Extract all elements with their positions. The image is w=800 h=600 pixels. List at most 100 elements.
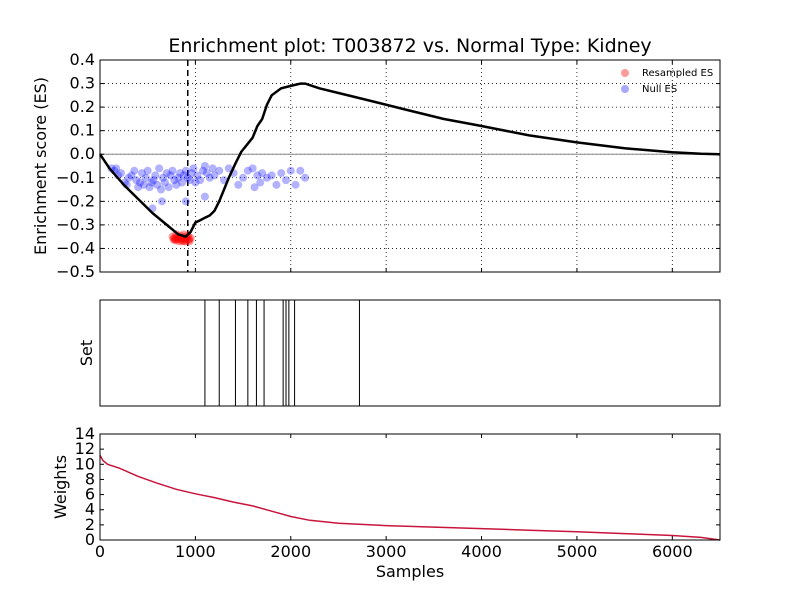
null-es-point [149,176,158,185]
es-y-tick-label: −0.2 [56,191,95,210]
null-es-point [210,171,219,180]
null-es-point [145,183,154,192]
null-es-point [168,166,177,175]
weights-y-tick-label: 8 [85,469,95,488]
null-es-point [174,173,183,182]
null-es-point [224,164,233,173]
null-es-point [157,185,166,194]
resampled-es-point [170,233,179,242]
null-es-point [267,171,276,180]
null-es-point [158,197,166,206]
null-es-point [112,164,121,173]
weights-x-tick-labels: 0 1000 2000 3000 4000 5000 6000 [95,542,693,561]
es-y-tick-label: 0.0 [70,144,95,163]
resampled-es-point [181,237,190,246]
null-es-point [262,173,271,182]
resampled-es-point [168,232,177,241]
legend-marker-null [621,85,629,93]
null-es-point [205,173,214,182]
weights-x-tick-label: 3000 [366,542,407,561]
null-es-point [202,169,211,178]
null-es-point [164,183,173,192]
weights-y-tick-label: 12 [75,439,95,458]
null-es-point [239,173,248,182]
resampled-es-point [184,236,193,245]
null-es-point [199,166,208,175]
null-es-point [181,197,190,206]
es-y-axis-label: Enrichment score (ES) [31,77,50,255]
es-ticks [99,59,720,273]
legend-label-null: Null ES [642,84,677,95]
es-axes-frame [99,59,721,273]
null-es-point [193,171,202,180]
weights-y-tick-label: 10 [75,454,95,473]
null-es-point [136,178,145,187]
es-y-tick-label: 0.4 [70,50,95,69]
resampled-es-point [178,237,187,246]
resampled-es-point [171,235,180,244]
null-es-point [141,173,150,182]
weights-y-tick-label: 4 [85,500,95,519]
null-es-point [301,173,310,182]
null-es-point [187,169,196,178]
resampled-es-point [174,235,183,244]
resampled-es-points [168,230,195,246]
legend-marker-resampled [621,69,629,77]
set-axes-frame [99,299,721,407]
null-es-point [234,180,243,189]
null-es-point [124,173,133,182]
es-y-tick-label: −0.4 [56,238,95,257]
null-es-point [243,166,252,175]
weights-axes-frame [99,433,721,541]
weights-x-tick-label: 1000 [175,542,216,561]
null-es-point [200,192,209,201]
null-es-point [191,178,200,187]
resampled-es-point [180,237,189,246]
weights-x-tick-label: 5000 [557,542,598,561]
null-es-point [166,171,175,180]
null-es-point [158,173,167,182]
null-es-point [286,166,295,175]
resampled-es-point [183,232,192,241]
null-es-point [181,166,190,175]
null-es-point [282,176,290,185]
null-es-point [215,166,224,175]
es-y-tick-label: 0.1 [70,121,95,140]
weights-y-tick-label: 14 [75,424,95,443]
null-es-point [116,169,125,178]
null-es-point [134,183,143,192]
resampled-es-point [178,236,187,245]
weights-y-tick-label: 0 [85,530,95,549]
null-es-point [277,169,286,178]
es-y-tick-label: −0.3 [56,215,95,234]
null-es-point [132,176,141,185]
null-es-point [153,180,162,189]
null-es-point [183,173,192,182]
null-es-point [130,166,139,175]
weights-x-tick-label: 0 [95,542,105,561]
null-es-point [250,183,259,192]
null-es-point [256,178,265,187]
set-y-axis-label: Set [77,340,96,366]
null-es-point [291,180,300,189]
null-es-point [185,176,194,185]
null-es-point [139,180,148,189]
es-y-tick-label: 0.2 [70,97,95,116]
null-es-point [248,164,257,173]
null-es-point [296,166,305,175]
null-es-point [272,180,281,189]
null-es-points [107,162,310,213]
weights-y-tick-label: 2 [85,515,95,534]
resampled-es-point [185,235,194,244]
weights-ticks [99,433,720,541]
es-y-tick-label: −0.5 [56,262,95,281]
weights-y-tick-label: 6 [85,485,95,504]
weights-y-axis-label: Weights [51,455,70,519]
null-es-point [178,178,187,187]
null-es-point [208,164,217,173]
null-es-point [137,169,146,178]
resampled-es-point [185,237,194,246]
null-es-point [151,171,160,180]
